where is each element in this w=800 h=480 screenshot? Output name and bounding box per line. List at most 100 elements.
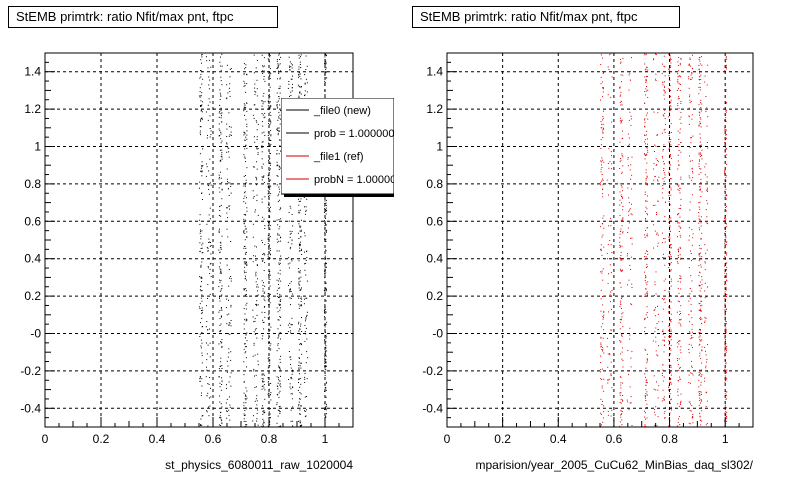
y-tick-label: 0.8 (426, 177, 443, 191)
data-point (679, 376, 681, 378)
data-point (298, 66, 300, 68)
data-point (220, 269, 222, 271)
data-point (677, 300, 679, 302)
data-point (690, 335, 692, 337)
data-point (670, 187, 672, 189)
data-point (291, 67, 293, 69)
data-point (279, 411, 281, 413)
data-point (621, 335, 623, 337)
data-point (725, 262, 727, 264)
data-point (267, 187, 269, 189)
data-point (290, 95, 292, 96)
data-point (207, 266, 209, 267)
data-point (199, 380, 201, 382)
data-point (698, 111, 700, 113)
data-point (244, 225, 246, 227)
data-point (692, 233, 694, 235)
data-point (646, 90, 648, 92)
data-point (325, 258, 327, 260)
data-point (277, 67, 279, 69)
data-point (629, 334, 631, 336)
data-point (280, 425, 282, 427)
y-tick-label: 0.4 (426, 252, 443, 266)
data-point (280, 110, 281, 112)
data-point (243, 222, 245, 224)
data-point (699, 253, 700, 255)
data-point (668, 291, 670, 292)
data-point (657, 242, 659, 244)
data-point (207, 392, 209, 394)
data-point (304, 325, 306, 326)
data-point (602, 417, 604, 419)
data-point (268, 278, 270, 280)
data-point (669, 105, 671, 107)
data-point (220, 95, 222, 97)
data-point (269, 411, 270, 413)
data-point (724, 291, 726, 293)
data-point (325, 63, 326, 65)
data-point (680, 111, 682, 113)
data-point (257, 304, 259, 306)
data-point (199, 333, 201, 335)
data-point (207, 247, 209, 249)
data-point (243, 392, 245, 394)
data-point (263, 182, 265, 183)
data-point (725, 289, 727, 291)
data-point (291, 378, 293, 380)
data-point (299, 425, 301, 427)
data-point (700, 56, 702, 58)
data-point (220, 94, 222, 96)
data-point (707, 371, 709, 373)
data-point (631, 57, 632, 59)
data-point (689, 321, 691, 323)
data-point (221, 380, 223, 382)
data-point (704, 297, 706, 299)
data-point (689, 293, 691, 295)
data-point (679, 192, 681, 194)
data-point (200, 286, 202, 288)
data-point (679, 349, 681, 351)
data-point (700, 384, 702, 386)
data-point (206, 163, 207, 165)
data-point (602, 193, 604, 195)
data-point (268, 224, 270, 226)
data-point (701, 300, 702, 302)
data-point (690, 101, 692, 103)
data-point (663, 340, 665, 342)
data-point (677, 168, 679, 170)
data-point (226, 128, 228, 130)
data-point (290, 363, 291, 365)
data-point (611, 121, 613, 123)
data-point (601, 127, 603, 129)
data-point (263, 76, 265, 77)
data-point (221, 154, 223, 156)
data-point (254, 83, 256, 85)
data-point (256, 305, 258, 307)
data-point (279, 303, 281, 305)
data-point (602, 268, 604, 270)
data-point (698, 59, 700, 61)
data-point (668, 267, 670, 269)
data-point (670, 177, 671, 179)
data-point (601, 387, 603, 389)
data-point (290, 304, 291, 306)
data-point (663, 344, 665, 346)
data-point (298, 54, 300, 56)
data-point (324, 368, 326, 370)
data-point (245, 263, 247, 265)
right-band-8 (676, 56, 682, 427)
data-point (647, 253, 649, 255)
data-point (252, 197, 254, 199)
data-point (304, 340, 306, 342)
data-point (263, 373, 265, 375)
data-point (692, 414, 694, 415)
data-point (725, 276, 727, 278)
data-point (264, 112, 266, 114)
left-band-5 (252, 54, 259, 428)
data-point (645, 178, 647, 179)
data-point (622, 232, 624, 234)
data-point (278, 127, 280, 129)
data-point (627, 157, 629, 159)
data-point (724, 369, 726, 371)
data-point (670, 371, 672, 373)
